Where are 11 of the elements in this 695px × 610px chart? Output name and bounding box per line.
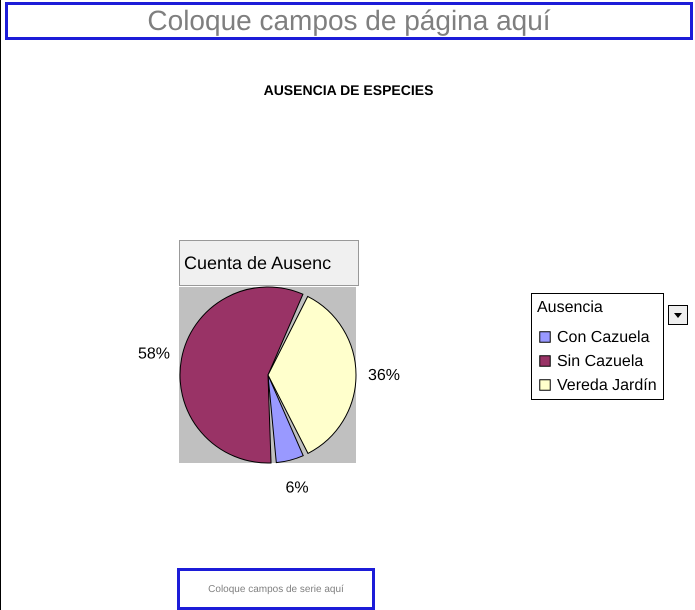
- text: Coloque campos de página aquí: [5, 2, 693, 40]
- data-label: 58%: [138, 345, 170, 362]
- data-label: 6%: [285, 479, 309, 496]
- chart-title: AUSENCIA DE ESPECIES: [264, 82, 434, 98]
- legend-title: Ausencia: [537, 299, 603, 316]
- data-label: 36%: [368, 366, 400, 384]
- legend-label: Vereda Jardín: [557, 377, 657, 394]
- text: Cuenta de Ausenc: [179, 240, 359, 286]
- legend-label: Con Cazuela: [557, 329, 650, 346]
- legend-label: Sin Cazuela: [557, 353, 644, 370]
- text: Coloque campos de serie aquí: [177, 568, 375, 610]
